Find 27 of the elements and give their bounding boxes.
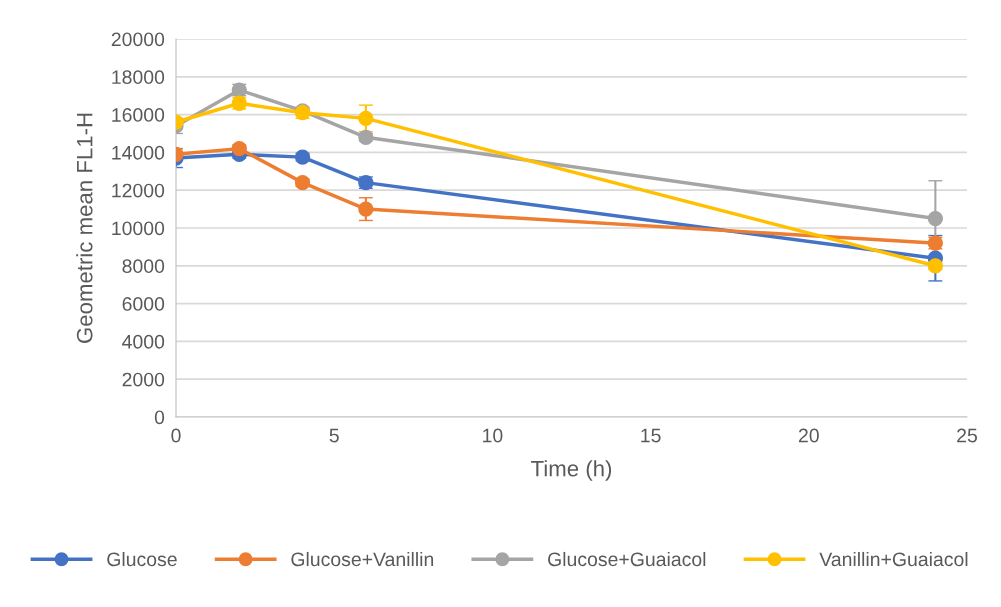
y-tick-label: 16000	[112, 108, 165, 122]
x-tick-label: 5	[329, 428, 339, 443]
y-tick-label: 10000	[112, 221, 165, 236]
point	[927, 210, 943, 227]
y-tick-label: 12000	[112, 183, 165, 198]
y-tick-label: 14000	[112, 145, 165, 160]
y-tick-label: 0	[154, 410, 165, 425]
y-tick-label: 8000	[122, 259, 165, 274]
point	[358, 201, 374, 217]
point	[358, 110, 374, 127]
legend-label: Glucose	[107, 551, 177, 567]
x-tick-label: 20	[798, 428, 819, 443]
y-axis-title: Geometric mean FL1-H	[76, 113, 93, 343]
x-tick-label: 10	[483, 428, 503, 443]
legend-label: Glucose+Vanillin	[291, 551, 434, 567]
x-tick-label: 0	[171, 428, 181, 443]
point	[231, 140, 247, 157]
y-tick-label: 6000	[122, 297, 165, 311]
y-tick-label: 2000	[122, 372, 165, 387]
y-tick-label: 18000	[112, 70, 165, 85]
y-tick-label: 20000	[111, 32, 165, 47]
legend-label: Glucose+Guaiacol	[548, 551, 706, 567]
x-axis-title: Time (h)	[531, 460, 612, 481]
legend-label: Vanillin+Guaiacol	[819, 551, 968, 567]
x-tick-label: 15	[641, 428, 661, 443]
x-tick-label: 25	[957, 428, 977, 443]
y-tick-label: 4000	[122, 334, 165, 349]
